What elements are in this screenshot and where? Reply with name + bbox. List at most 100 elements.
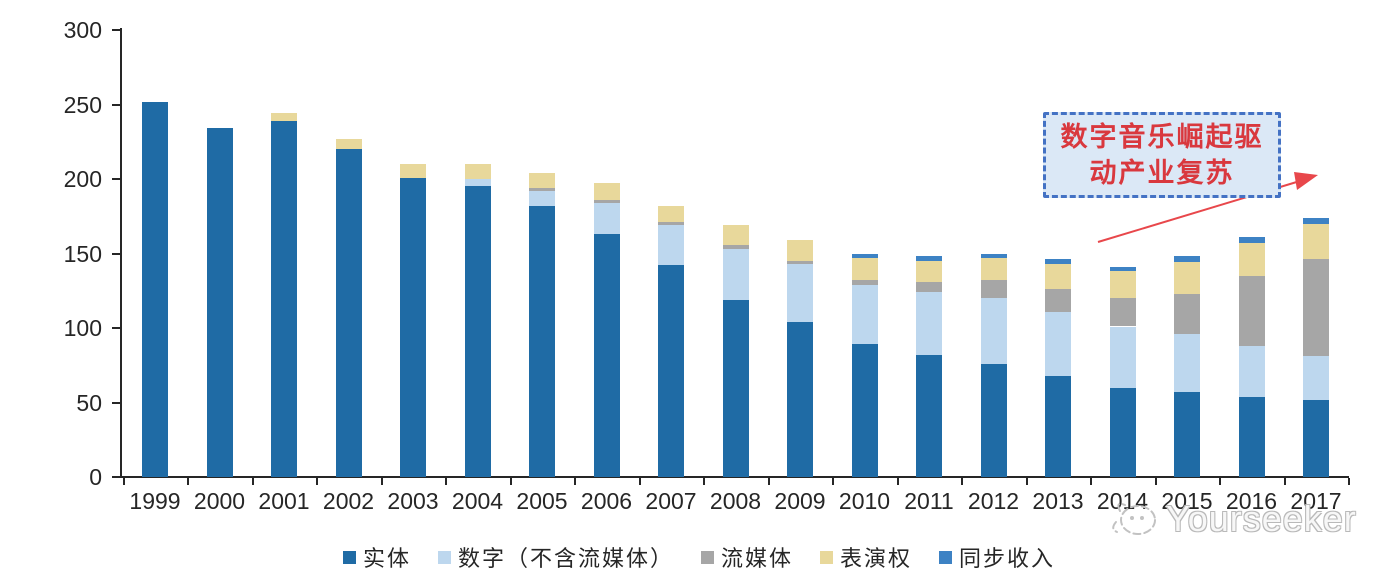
- y-tick-mark: [112, 401, 121, 404]
- legend-chip-streaming: [700, 550, 714, 564]
- x-tick-label: 2017: [1290, 488, 1342, 514]
- x-tick-mark: [1348, 478, 1351, 485]
- bar-2013-sync-revenue: [1045, 259, 1071, 264]
- legend-item-sync-revenue: 同步收入: [939, 541, 1055, 573]
- legend: 实体 数字（不含流媒体） 流媒体 表演权 同步收入: [0, 541, 1398, 573]
- x-tick-mark: [251, 478, 254, 485]
- y-tick-label: 250: [63, 91, 102, 118]
- bar-2003-physical: [400, 177, 426, 477]
- y-tick-label: 0: [89, 464, 102, 490]
- legend-chip-digital-ex-streaming: [437, 550, 451, 564]
- y-tick-label: 300: [63, 17, 102, 43]
- x-tick-label: 2011: [904, 488, 954, 514]
- y-axis-line: [120, 28, 122, 478]
- bar-2009-physical: [787, 322, 813, 477]
- x-tick-mark: [1090, 478, 1093, 485]
- legend-item-performance-rights: 表演权: [820, 541, 912, 573]
- y-tick-label: 200: [63, 166, 102, 192]
- x-tick-label: 2012: [967, 488, 1020, 514]
- bar-2014-physical: [1109, 387, 1136, 477]
- bar-2010-digital-ex-streaming: [851, 284, 878, 345]
- bar-2008-digital-ex-streaming: [722, 249, 749, 300]
- x-tick-mark: [316, 478, 319, 485]
- bar-2004-performance-rights: [464, 164, 491, 179]
- bar-2017-physical: [1303, 399, 1329, 477]
- bar-2017-performance-rights: [1303, 223, 1329, 260]
- x-tick-mark: [832, 478, 835, 485]
- bar-2015-physical: [1174, 392, 1200, 477]
- x-tick-mark: [574, 478, 577, 485]
- y-tick-mark: [112, 327, 121, 329]
- bar-2013-physical: [1045, 375, 1071, 477]
- y-tick-mark: [112, 178, 121, 180]
- bar-2002-performance-rights: [335, 138, 362, 150]
- x-tick-label: 2014: [1096, 488, 1149, 514]
- bar-2009-performance-rights: [787, 240, 813, 261]
- y-tick-label: 150: [63, 240, 102, 267]
- bar-2006-streaming: [593, 199, 620, 203]
- bar-2001-performance-rights: [271, 113, 297, 121]
- bar-2005-performance-rights: [529, 173, 555, 188]
- x-tick-mark: [1154, 478, 1157, 485]
- bar-2013-streaming: [1045, 289, 1071, 312]
- y-tick-mark: [112, 103, 121, 106]
- legend-item-digital-ex-streaming: 数字（不含流媒体）: [437, 541, 674, 573]
- bar-2017-streaming: [1303, 259, 1329, 357]
- watermark-text: Yourseeker: [1166, 498, 1357, 539]
- bar-2010-streaming: [851, 280, 878, 285]
- bar-2010-performance-rights: [851, 257, 878, 281]
- bar-2005-streaming: [529, 187, 555, 191]
- bar-2012-digital-ex-streaming: [980, 298, 1007, 364]
- bar-2016-digital-ex-streaming: [1238, 345, 1265, 397]
- x-tick-mark: [187, 478, 190, 485]
- x-tick-label: 2004: [451, 488, 504, 514]
- x-tick-mark: [445, 478, 448, 485]
- x-tick-mark: [509, 478, 512, 485]
- cat-face-icon: [1112, 502, 1156, 535]
- bar-2007-physical: [658, 265, 684, 477]
- x-tick-mark: [1283, 478, 1286, 485]
- bar-2008-physical: [722, 299, 749, 477]
- x-tick-label: 2001: [258, 488, 310, 514]
- x-tick-mark: [896, 478, 899, 485]
- bar-2003-performance-rights: [400, 164, 426, 178]
- bar-2007-performance-rights: [658, 205, 684, 223]
- bar-2011-digital-ex-streaming: [916, 292, 942, 355]
- bar-2006-physical: [593, 234, 620, 477]
- x-tick-mark: [122, 478, 125, 485]
- bar-2008-performance-rights: [722, 225, 749, 245]
- x-tick-label: 2009: [774, 488, 826, 514]
- legend-chip-performance-rights: [820, 550, 833, 564]
- x-tick-mark: [1219, 478, 1222, 485]
- bar-2016-streaming: [1238, 275, 1265, 346]
- bar-2000-physical: [206, 128, 233, 477]
- bar-2006-performance-rights: [593, 183, 620, 200]
- bar-2016-sync-revenue: [1238, 237, 1265, 244]
- bar-2017-digital-ex-streaming: [1303, 356, 1329, 400]
- bar-2005-digital-ex-streaming: [529, 190, 555, 206]
- legend-label: 同步收入: [959, 546, 1056, 571]
- bar-2009-digital-ex-streaming: [787, 263, 813, 323]
- x-tick-label: 1999: [129, 488, 181, 514]
- bar-2012-performance-rights: [980, 257, 1007, 281]
- bar-2015-digital-ex-streaming: [1174, 333, 1200, 393]
- bar-2013-performance-rights: [1045, 263, 1071, 290]
- legend-item-streaming: 流媒体: [700, 541, 793, 573]
- bar-2012-physical: [980, 363, 1007, 477]
- bar-2001-physical: [271, 120, 297, 477]
- bar-2012-sync-revenue: [980, 253, 1007, 258]
- bar-2006-digital-ex-streaming: [593, 202, 620, 235]
- bar-2011-performance-rights: [916, 260, 942, 282]
- x-tick-mark: [1025, 478, 1028, 485]
- bar-2007-streaming: [658, 222, 684, 226]
- bar-2011-streaming: [916, 281, 942, 293]
- x-tick-label: 2006: [580, 488, 633, 514]
- bar-2002-physical: [335, 149, 362, 477]
- x-tick-label: 2005: [516, 488, 568, 514]
- y-tick-label: 100: [63, 315, 102, 341]
- bar-2014-sync-revenue: [1109, 266, 1136, 272]
- annotation-text-line1: 数字音乐崛起驱: [1060, 122, 1264, 152]
- watermark: Yourseeker: [1108, 498, 1357, 540]
- bar-2016-physical: [1238, 396, 1265, 477]
